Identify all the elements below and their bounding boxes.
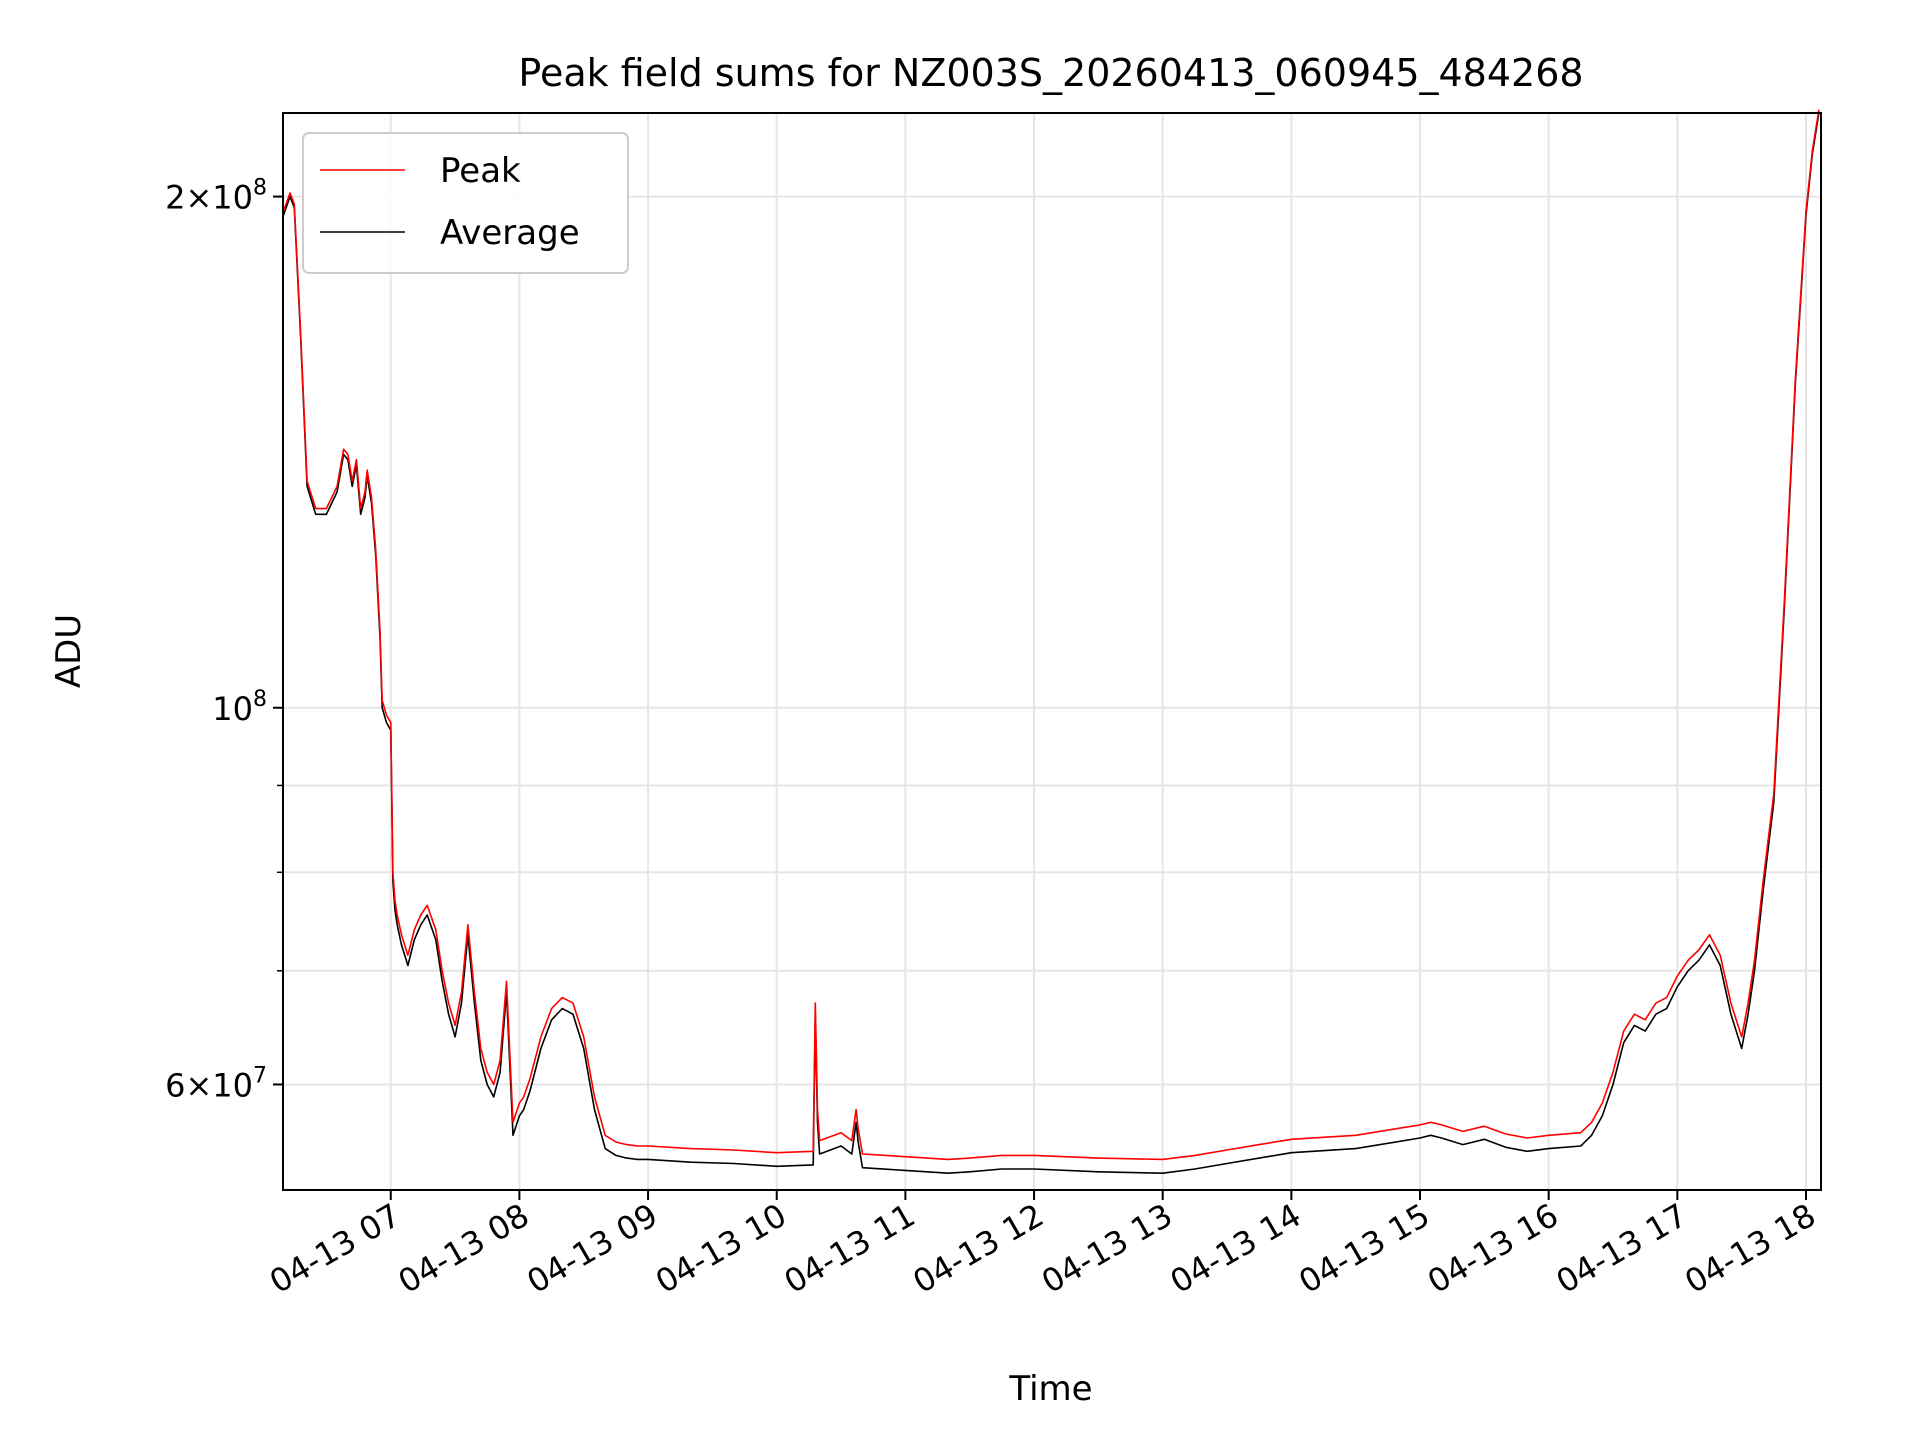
legend: Peak Average <box>302 132 629 274</box>
legend-label: Peak <box>440 151 521 191</box>
plot-frame <box>282 112 1822 1191</box>
y-tick-label: 6×107 <box>165 1063 267 1104</box>
y-tick-label: 2×108 <box>165 176 267 217</box>
grid <box>283 113 1821 1190</box>
series-line-peak <box>282 109 1820 1161</box>
legend-label: Average <box>440 213 580 253</box>
y-axis-label: ADU <box>49 614 89 688</box>
y-tick-label: 108 <box>212 687 267 728</box>
chart-title: Peak field sums for NZ003S_20260413_0609… <box>518 51 1583 95</box>
series-layer <box>282 109 1820 1174</box>
series-line-average <box>282 112 1820 1174</box>
legend-box <box>302 132 629 274</box>
x-axis-label: Time <box>1008 1369 1092 1409</box>
